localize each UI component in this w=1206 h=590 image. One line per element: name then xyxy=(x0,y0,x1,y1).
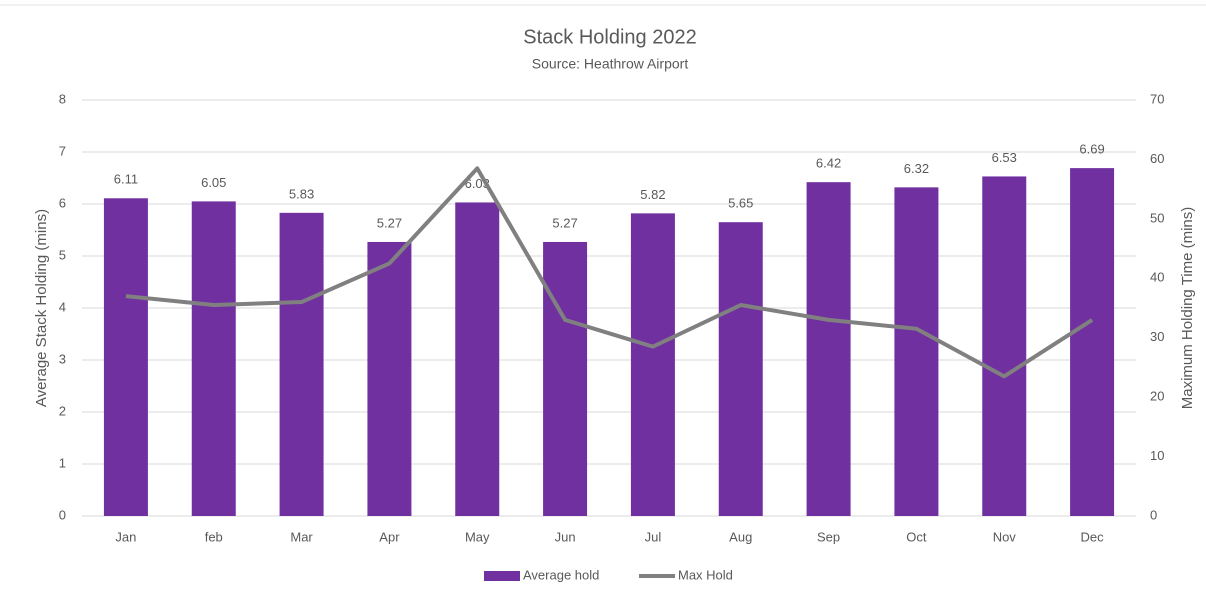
data-label: 6.69 xyxy=(1079,142,1104,157)
data-label: 5.27 xyxy=(377,215,402,230)
y2-tick-label: 0 xyxy=(1150,507,1157,522)
data-label: 5.65 xyxy=(728,196,753,211)
y-tick-label: 3 xyxy=(59,351,66,366)
y2-tick-label: 30 xyxy=(1150,329,1164,344)
chart-title: Stack Holding 2022 xyxy=(523,26,696,48)
data-label: 6.32 xyxy=(904,161,929,176)
bar xyxy=(806,182,851,516)
y2-tick-label: 40 xyxy=(1150,270,1164,285)
chart-subtitle: Source: Heathrow Airport xyxy=(532,56,689,72)
data-label: 6.05 xyxy=(201,175,226,190)
y2-tick-label: 70 xyxy=(1150,91,1164,106)
bar xyxy=(543,241,588,516)
x-tick-label: Aug xyxy=(729,529,752,544)
x-tick-label: May xyxy=(465,529,490,544)
bar xyxy=(367,241,412,516)
bar xyxy=(455,202,500,516)
bar xyxy=(191,201,236,516)
y-tick-label: 4 xyxy=(59,299,66,314)
y-axis-title: Average Stack Holding (mins) xyxy=(33,209,50,407)
legend-label: Max Hold xyxy=(678,567,733,582)
x-tick-label: Sep xyxy=(817,529,840,544)
y-tick-label: 6 xyxy=(59,195,66,210)
y2-axis-title: Maximum Holding Time (mins) xyxy=(1179,207,1196,410)
x-tick-label: Apr xyxy=(379,529,400,544)
data-label: 6.53 xyxy=(992,150,1017,165)
bar xyxy=(894,187,939,517)
x-tick-label: feb xyxy=(205,529,223,544)
x-tick-label: Mar xyxy=(290,529,313,544)
bar xyxy=(1070,168,1115,516)
bar xyxy=(630,213,675,517)
y-tick-label: 7 xyxy=(59,143,66,158)
line xyxy=(125,166,1094,379)
legend-swatch xyxy=(484,571,520,581)
y-tick-label: 5 xyxy=(59,247,66,262)
x-tick-label: Nov xyxy=(993,529,1017,544)
y2-tick-label: 60 xyxy=(1150,151,1164,166)
x-tick-label: Jul xyxy=(645,529,662,544)
data-label: 6.11 xyxy=(114,172,138,187)
data-label: 5.27 xyxy=(552,215,577,230)
y-tick-label: 2 xyxy=(59,403,66,418)
data-label: 5.83 xyxy=(289,186,314,201)
data-label: 6.42 xyxy=(816,156,841,171)
y2-tick-label: 10 xyxy=(1150,448,1164,463)
y-tick-label: 0 xyxy=(59,507,66,522)
x-tick-label: Dec xyxy=(1081,529,1105,544)
bar xyxy=(982,176,1027,516)
legend-label: Average hold xyxy=(523,567,599,582)
x-tick-label: Jun xyxy=(555,529,576,544)
y2-tick-label: 20 xyxy=(1150,389,1164,404)
y2-tick-label: 50 xyxy=(1150,210,1164,225)
y-tick-label: 1 xyxy=(59,455,66,470)
bar xyxy=(103,198,148,516)
x-tick-label: Jan xyxy=(115,529,136,544)
bar xyxy=(279,212,324,516)
data-label: 5.82 xyxy=(640,187,665,202)
bar xyxy=(718,222,763,516)
x-tick-label: Oct xyxy=(906,529,927,544)
y-tick-label: 8 xyxy=(59,91,66,106)
